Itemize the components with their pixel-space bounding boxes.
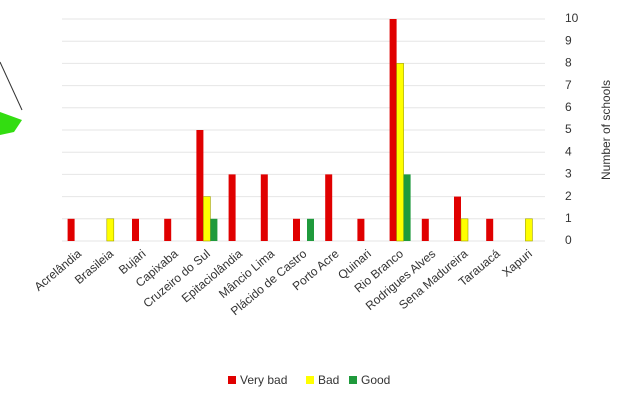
y-tick-label: 10	[565, 11, 579, 25]
bar	[203, 196, 211, 242]
bar	[460, 218, 469, 242]
bar	[228, 174, 236, 241]
bar	[196, 130, 204, 241]
bar	[403, 174, 411, 241]
bar	[67, 218, 75, 241]
bar	[389, 19, 397, 241]
y-tick-label: 0	[565, 233, 572, 247]
bar	[132, 218, 139, 241]
bar	[210, 218, 218, 241]
x-tick-label: Acrelândia	[32, 246, 85, 293]
y-tick-label: 9	[565, 33, 572, 47]
bar	[164, 218, 172, 241]
y-tick-label: 2	[565, 189, 572, 203]
x-tick-label: Xapuri	[499, 247, 535, 280]
bar	[421, 218, 429, 241]
bar	[325, 174, 333, 241]
y-tick-label: 5	[565, 122, 572, 136]
bar	[396, 63, 404, 242]
bar	[525, 218, 533, 242]
bar	[307, 218, 314, 241]
legend-swatch	[228, 376, 236, 384]
decoration	[0, 112, 22, 135]
bar	[486, 218, 494, 241]
decoration	[0, 61, 23, 111]
y-tick-label: 1	[565, 211, 572, 225]
y-tick-label: 8	[565, 56, 572, 70]
legend-label: Very bad	[240, 373, 287, 387]
y-tick-label: 3	[565, 167, 572, 181]
y-tick-label: 7	[565, 78, 572, 92]
bar	[454, 196, 461, 241]
y-tick-label: 4	[565, 144, 572, 158]
y-tick-label: 6	[565, 100, 572, 114]
legend-swatch	[349, 376, 357, 384]
bar	[260, 174, 268, 241]
legend-label: Bad	[318, 373, 339, 387]
legend-swatch	[306, 376, 314, 384]
legend-label: Good	[361, 373, 390, 387]
bar	[357, 218, 365, 241]
bar	[106, 218, 115, 242]
y-axis-label: Number of schools	[599, 80, 613, 180]
bar	[293, 218, 300, 241]
